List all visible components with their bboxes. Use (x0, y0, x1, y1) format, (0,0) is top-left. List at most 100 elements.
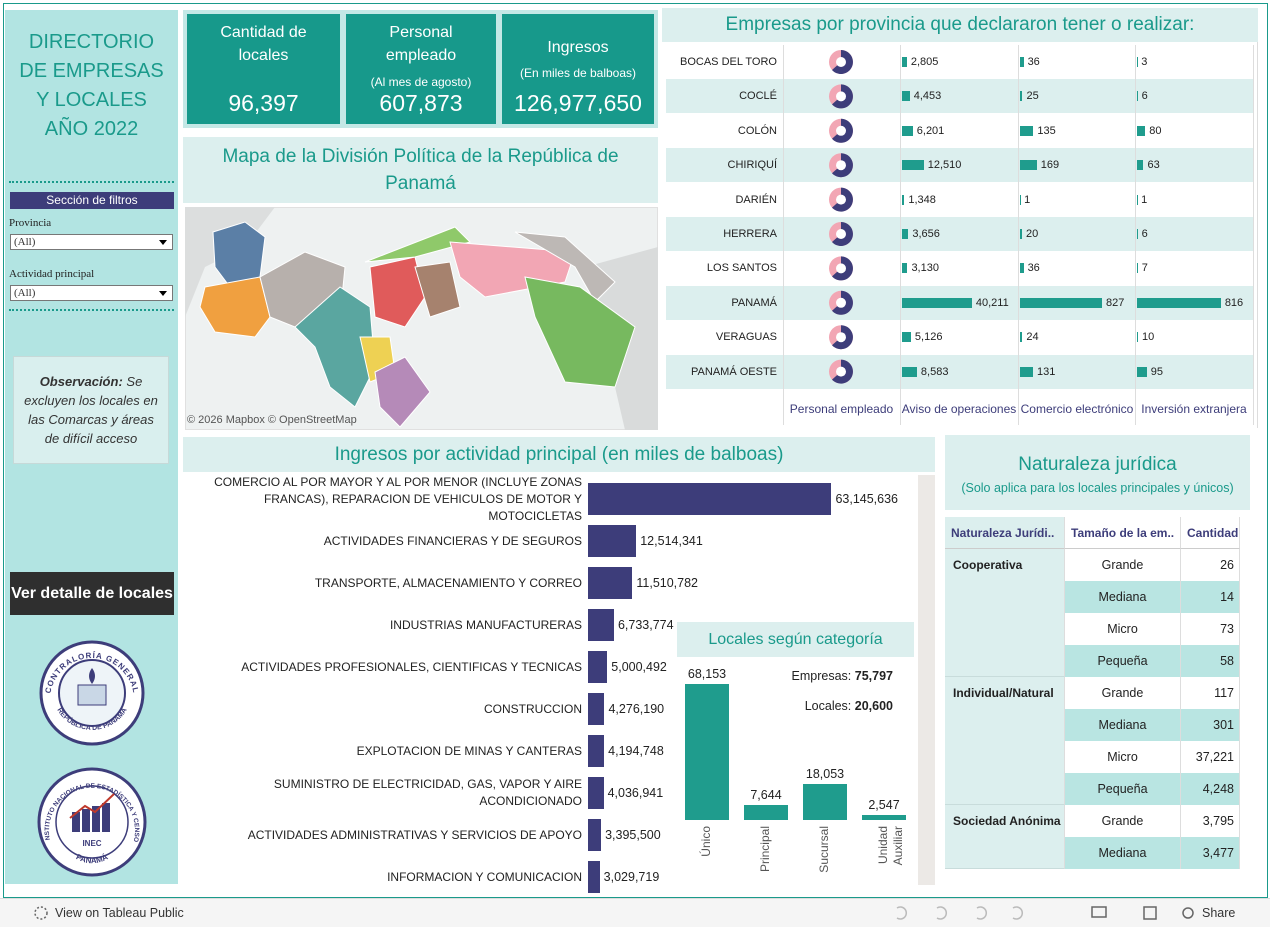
legend-label: Aviso de operaciones (901, 402, 1017, 416)
data-label: 68,153 (687, 666, 727, 681)
kpi-value: 126,977,650 (514, 90, 642, 116)
share-button[interactable]: Share (1202, 906, 1236, 920)
bar (588, 861, 600, 893)
data-label: 7,644 (750, 787, 782, 802)
table-header: Naturaleza Jurídi.. (945, 517, 1065, 549)
annotation-value: 20,600 (854, 699, 893, 713)
legend-label: Comercio electrónico (1020, 402, 1134, 416)
annotation: Empresas: 75,797 (760, 668, 893, 684)
data-label: 63,145,636 (835, 492, 899, 506)
bar (862, 814, 906, 820)
province-label: CHIRIQUÍ (727, 159, 778, 172)
kpi-label: Cantidad de locales (220, 24, 307, 64)
bar (1137, 366, 1147, 377)
table-cell: 117 (1181, 677, 1240, 709)
table-cell: 73 (1181, 613, 1240, 645)
filter-dropdown[interactable]: (All) (10, 234, 173, 250)
row-band (666, 217, 1253, 251)
bar (902, 263, 908, 274)
annotation-value: 75,797 (854, 669, 893, 683)
data-label: 12,514,341 (640, 534, 703, 548)
note-label: Observación: (39, 374, 123, 389)
bar (1137, 160, 1144, 171)
filter-label: Actividad principal (9, 268, 95, 280)
table-cell: 14 (1181, 581, 1240, 613)
filter-value: (All) (14, 287, 36, 299)
bar (902, 160, 924, 171)
province-label: BOCAS DEL TORO (680, 56, 777, 68)
bar (588, 693, 605, 725)
bar (902, 332, 911, 343)
category-label: SUMINISTRO DE ELECTRICIDAD, GAS, VAPOR Y… (273, 777, 582, 808)
bar (1020, 160, 1037, 171)
footer-link[interactable]: View on Tableau Public (55, 906, 184, 920)
data-label: 25 (1026, 90, 1039, 103)
detail-button[interactable]: Ver detalle de locales (10, 572, 174, 615)
bar (902, 229, 909, 239)
bar (1020, 91, 1023, 102)
bar (588, 483, 832, 515)
data-label: 3,029,719 (603, 870, 660, 884)
data-label: 1 (1024, 193, 1031, 206)
data-label: 36 (1027, 262, 1040, 275)
bar (588, 567, 633, 599)
frame (3, 3, 1268, 898)
x-tick-label: Sucursal (817, 826, 831, 873)
category-label: INDUSTRIAS MANUFACTURERAS (389, 617, 582, 632)
bar (1020, 332, 1023, 343)
category-label: EXPLOTACION DE MINAS Y CANTERAS (356, 743, 582, 758)
kpi-card: Ingresos (En miles de balboas) 126,977,650 (502, 14, 654, 124)
x-tick-label: Principal (758, 826, 772, 873)
kpi-card: Personal empleado (Al mes de agosto) 607,8… (346, 14, 496, 124)
data-label: 2,805 (910, 56, 939, 68)
bar (1020, 229, 1022, 239)
data-label: 4,453 (913, 90, 942, 103)
bar (685, 683, 729, 820)
data-label: 4,276,190 (608, 702, 665, 716)
chart-title: Ingresos por actividad principal (en mil… (183, 437, 935, 472)
column-label: Personal empleado (789, 402, 894, 416)
category-label: ACTIVIDADES PROFESIONALES, CIENTIFICAS Y… (241, 659, 582, 674)
kpi-value: 607,873 (379, 90, 463, 116)
annotation-label: Locales: (804, 699, 852, 713)
category-label: TRANSPORTE, ALMACENAMIENTO Y CORREO (314, 575, 582, 590)
dropdown-arrow (159, 291, 167, 296)
row-band (666, 148, 1253, 183)
bar (1020, 57, 1024, 67)
data-label: 36 (1027, 56, 1040, 68)
province-label: HERRERA (723, 228, 777, 240)
group-cell (945, 549, 1065, 677)
data-label: 11,510,782 (636, 576, 699, 590)
data-label: 3,656 (912, 228, 940, 240)
table-cell: 26 (1181, 549, 1240, 581)
data-label: 1,348 (908, 193, 936, 206)
filter-dropdown[interactable]: (All) (10, 285, 173, 301)
category-label: ACTIVIDADES ADMINISTRATIVAS Y SERVICIOS … (247, 827, 582, 842)
table-cell: Mediana (1065, 709, 1181, 741)
data-label: 4,194,748 (608, 744, 664, 758)
group-label: Individual/Natural (953, 686, 1054, 700)
data-label: 6,201 (916, 124, 945, 137)
data-label: 8,583 (920, 365, 949, 378)
data-label: 3,130 (911, 262, 939, 275)
data-label: 95 (1150, 365, 1163, 378)
category-label: INFORMACION Y COMUNICACION (387, 869, 582, 884)
kpi-sublabel: (En miles de balboas) (519, 66, 637, 80)
data-label: 80 (1149, 124, 1162, 137)
footer-bar (0, 898, 1270, 927)
bar (1020, 297, 1102, 308)
bar (588, 777, 604, 809)
bar (744, 804, 788, 820)
data-label: 10 (1142, 331, 1155, 344)
map-attribution: © 2026 Mapbox © OpenStreetMap (187, 414, 357, 426)
table-cell: Grande (1065, 805, 1181, 837)
column-separator (783, 45, 784, 425)
column-separator (1018, 45, 1019, 425)
filter-label: Provincia (9, 217, 52, 229)
data-label: 5,126 (914, 331, 943, 344)
data-label: 3 (1141, 56, 1148, 68)
bar (1137, 332, 1139, 343)
bar (1137, 125, 1146, 136)
scrollbar (918, 475, 935, 885)
map-canvas (185, 207, 658, 430)
